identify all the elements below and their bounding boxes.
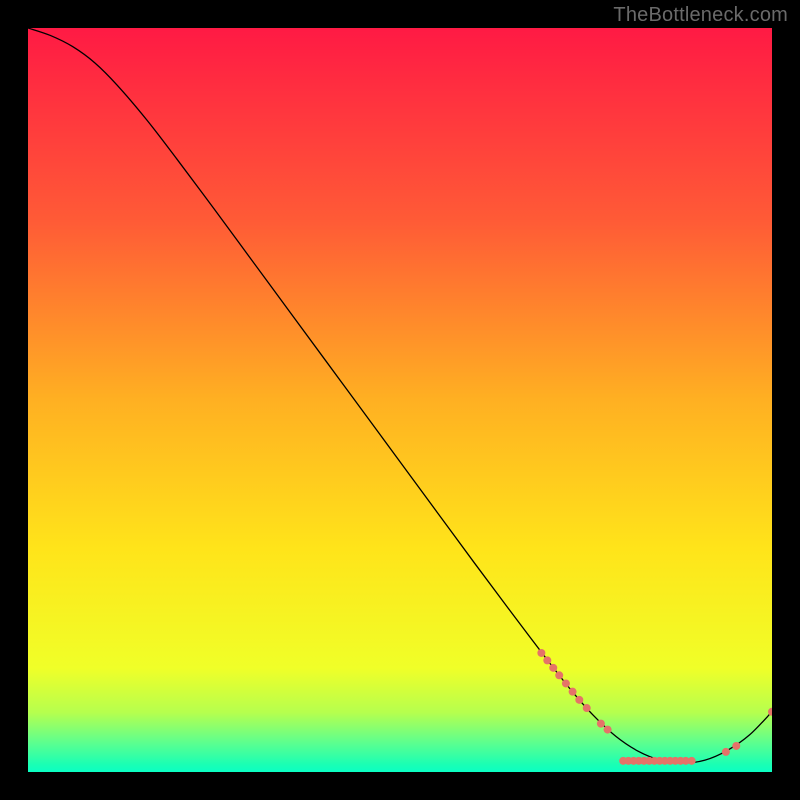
data-marker bbox=[722, 748, 730, 756]
data-marker bbox=[543, 656, 551, 664]
data-marker bbox=[555, 671, 563, 679]
data-marker bbox=[549, 664, 557, 672]
gradient-background bbox=[28, 28, 772, 772]
data-marker bbox=[562, 679, 570, 687]
bottleneck-plot bbox=[28, 28, 772, 772]
watermark-text: TheBottleneck.com bbox=[613, 4, 788, 27]
chart-container: TheBottleneck.com bbox=[0, 0, 800, 800]
data-marker bbox=[604, 726, 612, 734]
data-marker bbox=[575, 696, 583, 704]
data-marker bbox=[732, 742, 740, 750]
data-marker bbox=[583, 704, 591, 712]
data-marker bbox=[569, 688, 577, 696]
data-marker bbox=[688, 757, 696, 765]
data-marker bbox=[537, 649, 545, 657]
data-marker bbox=[597, 720, 605, 728]
